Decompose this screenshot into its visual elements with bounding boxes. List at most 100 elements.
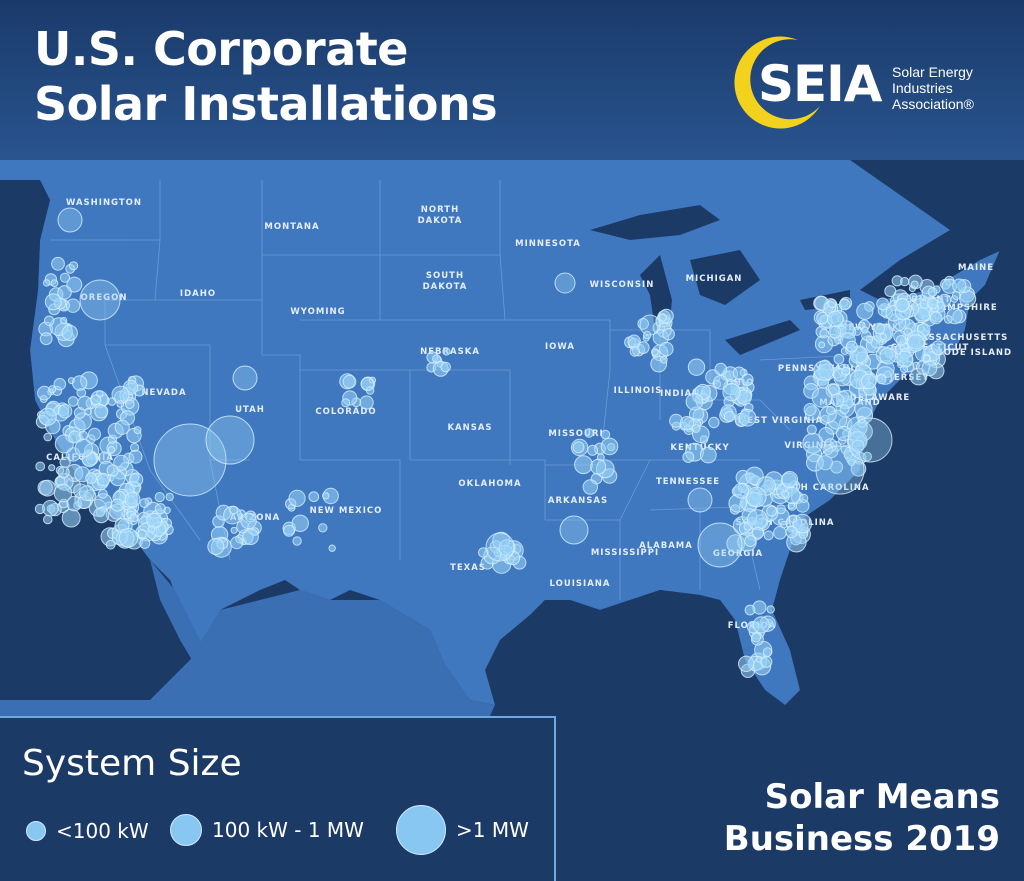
installation-marker [48,464,56,472]
installation-marker [792,513,813,534]
state-label-colorado: COLORADO [315,407,376,417]
installation-marker [850,461,867,477]
installation-marker [751,526,764,539]
state-label-georgia: GEORGIA [713,549,763,559]
installation-marker [896,350,914,368]
installation-marker [78,430,89,440]
legend-label-small: <100 kW [56,819,149,843]
installation-marker [572,441,585,454]
installation-marker [639,314,661,336]
installation-marker [879,332,887,341]
state-label-minnesota: MINNESOTA [515,239,581,249]
installation-marker [923,354,931,362]
installation-marker [230,536,244,550]
installation-marker [816,311,829,325]
installation-marker [766,605,775,614]
installation-marker [830,393,845,408]
state-label-south-dakota: SOUTH DAKOTA [423,271,468,292]
installation-marker [110,498,124,512]
logo-subtitle-line-3: Association® [892,96,974,112]
installation-markers [34,207,977,678]
installation-marker [811,387,833,408]
installation-marker [713,375,728,390]
installation-marker [600,429,611,440]
legend-medium-circle-icon [170,814,202,846]
installation-marker [659,341,674,357]
installation-marker [291,514,309,532]
installation-marker [744,535,757,547]
installation-marker [67,396,79,407]
installation-marker [114,419,130,435]
installation-marker [74,439,94,458]
installation-marker [723,411,736,423]
state-label-massachusetts: MASSACHUSETTS [912,333,1009,343]
installation-marker [699,446,717,464]
installation-marker [815,445,865,495]
state-label-texas: TEXAS [450,563,486,573]
installation-marker [44,293,62,311]
installation-marker [59,456,71,468]
installation-marker [57,207,83,233]
installation-marker [845,340,858,353]
installation-marker [841,366,851,376]
installation-marker [732,366,746,380]
installation-marker [788,514,798,523]
state-label-kansas: KANSAS [447,423,492,433]
installation-marker [826,405,836,416]
installation-marker [85,472,97,484]
logo-subtitle-line-2: Industries [892,80,953,96]
installation-marker [432,354,442,364]
logo-wordmark: SEIA [758,55,882,113]
logo-sun-ring-icon [734,36,820,129]
installation-marker [57,466,70,479]
installation-marker [827,299,837,309]
logo-subtitle: Solar Energy Industries Association® [892,64,974,112]
installation-marker [98,488,108,499]
state-label-mississippi: MISSISSIPPI [591,548,659,558]
installation-marker [803,403,817,416]
installation-marker [341,398,351,408]
installation-marker [744,604,756,616]
state-label-delaware: DELAWARE [850,393,910,403]
installation-marker [65,298,81,313]
installation-marker [685,392,704,411]
installation-marker [921,360,938,377]
installation-marker [165,492,174,502]
installation-marker [895,335,907,346]
legend-small-circle-icon [26,821,46,841]
installation-marker [478,547,489,558]
installation-marker [847,458,856,467]
state-label-utah: UTAH [235,405,265,415]
installation-marker [318,523,328,533]
installation-marker [907,334,925,352]
installation-marker [587,444,599,456]
state-label-oklahoma: OKLAHOMA [458,479,521,489]
canada-bay [850,160,1024,300]
installation-marker [858,321,866,329]
installation-marker [43,432,53,442]
installation-marker [38,407,57,426]
state-label-washington: WASHINGTON [66,198,142,208]
installation-marker [687,358,706,376]
baja-peninsula [150,560,230,690]
legend-panel [0,716,556,881]
installation-marker [687,487,713,513]
installation-marker [154,492,165,503]
installation-marker [851,439,865,453]
title-line-1: U.S. Corporate [34,22,408,76]
installation-marker [43,315,55,327]
installation-marker [738,409,757,427]
installation-marker [835,425,852,442]
installation-marker [498,539,516,557]
state-label-illinois: ILLINOIS [614,386,663,396]
installation-marker [559,515,589,545]
installation-marker [927,297,939,310]
installation-marker [773,526,787,540]
installation-marker [146,512,162,529]
title-line-2: Solar Installations [34,77,498,131]
installation-marker [738,655,755,672]
installation-marker [77,395,93,411]
installation-marker [48,385,57,394]
installation-marker [442,347,451,356]
installation-marker [39,332,53,346]
